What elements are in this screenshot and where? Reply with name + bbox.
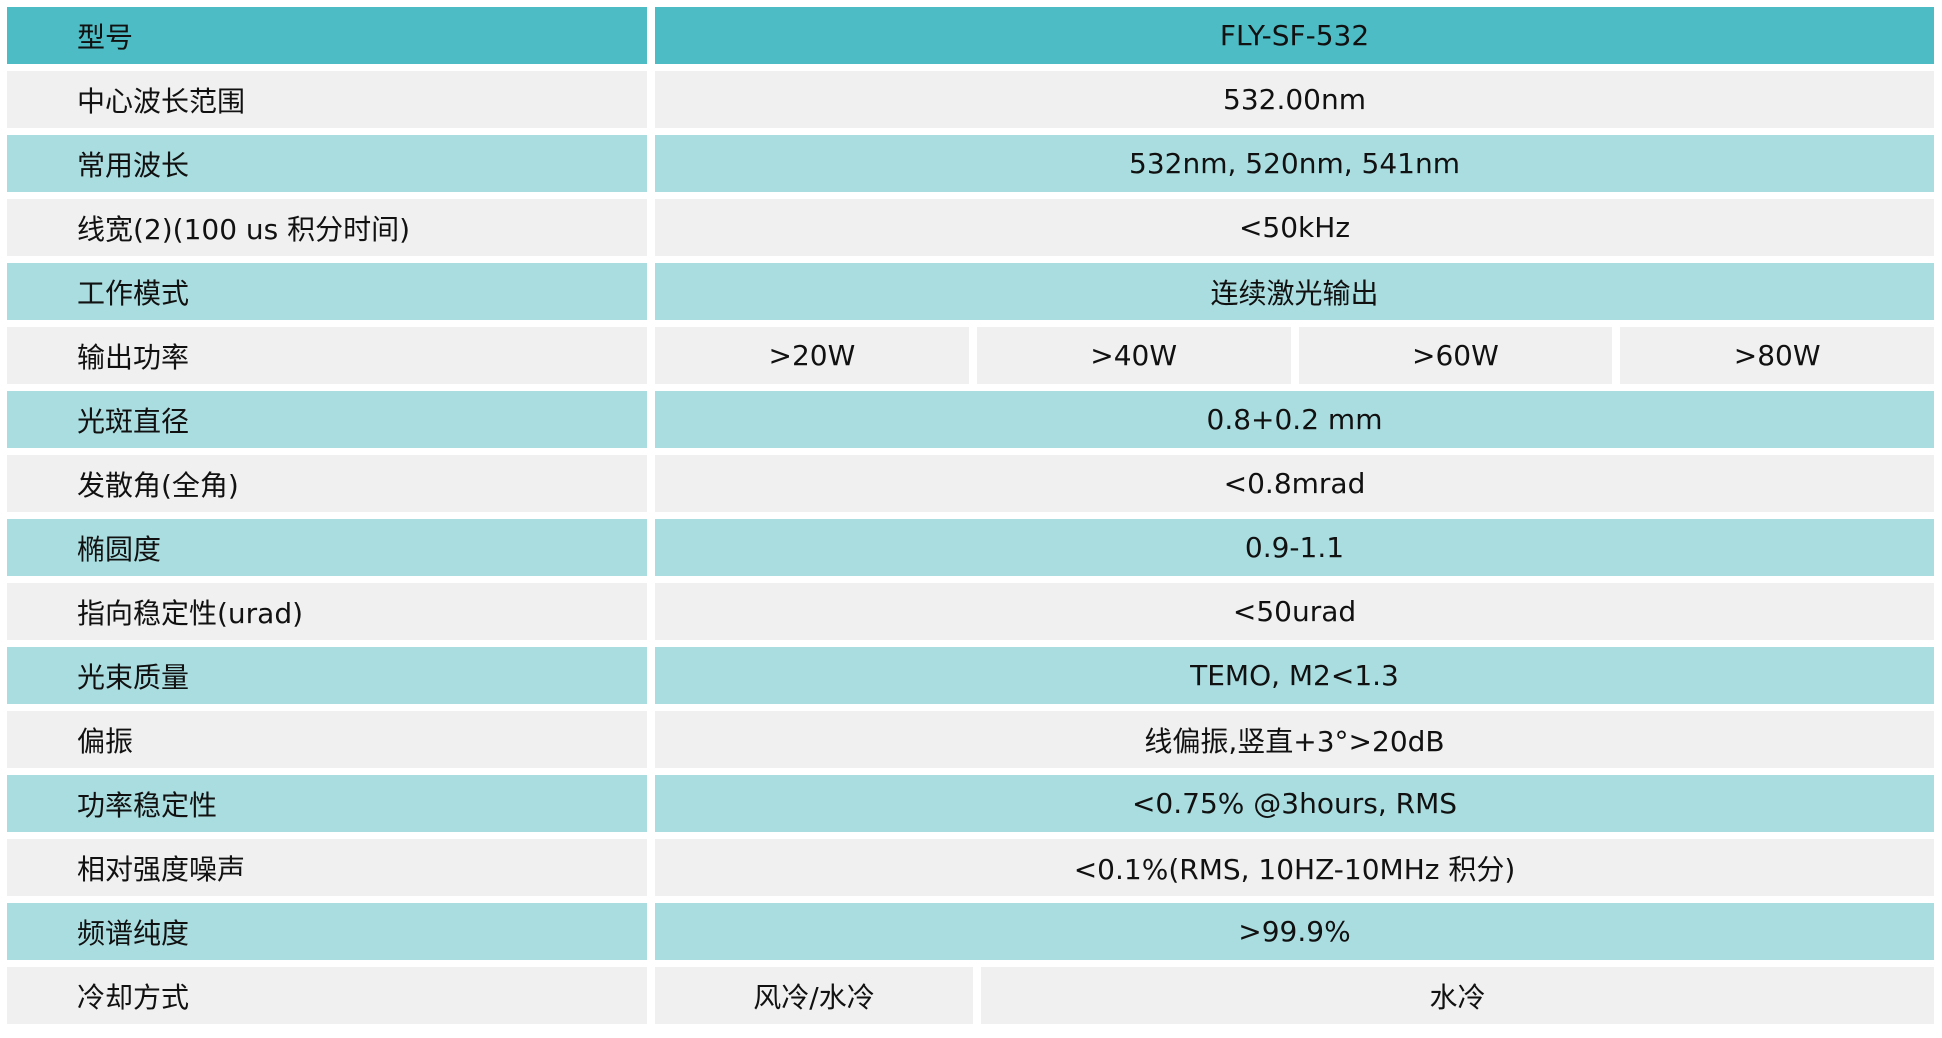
cooling-values: 风冷/水冷 水冷 <box>655 967 1934 1024</box>
power-value: >40W <box>976 327 1291 384</box>
cooling-value: 风冷/水冷 <box>655 967 973 1024</box>
row-label: 偏振 <box>7 711 647 768</box>
header-label: 型号 <box>7 7 647 64</box>
power-value: >20W <box>655 327 969 384</box>
row-label: 常用波长 <box>7 135 647 192</box>
row-value: <0.75% @3hours, RMS <box>655 775 1934 832</box>
row-label: 工作模式 <box>7 263 647 320</box>
row-label: 线宽(2)(100 us 积分时间) <box>7 199 647 256</box>
power-value: >80W <box>1620 327 1934 384</box>
row-value: <50kHz <box>655 199 1934 256</box>
row-value: 532nm, 520nm, 541nm <box>655 135 1934 192</box>
row-value: >99.9% <box>655 903 1934 960</box>
row-label: 发散角(全角) <box>7 455 647 512</box>
row-value: 532.00nm <box>655 71 1934 128</box>
row-value: <0.8mrad <box>655 455 1934 512</box>
row-value: <0.1%(RMS, 10HZ-10MHz 积分) <box>655 839 1934 896</box>
row-label: 功率稳定性 <box>7 775 647 832</box>
row-value: <50urad <box>655 583 1934 640</box>
row-label: 冷却方式 <box>7 967 647 1024</box>
power-value: >60W <box>1298 327 1613 384</box>
row-value: 0.8+0.2 mm <box>655 391 1934 448</box>
row-label: 光斑直径 <box>7 391 647 448</box>
cooling-value: 水冷 <box>981 967 1934 1024</box>
row-label: 指向稳定性(urad) <box>7 583 647 640</box>
row-value: 线偏振,竖直+3°>20dB <box>655 711 1934 768</box>
header-value: FLY-SF-532 <box>655 7 1934 64</box>
row-label: 光束质量 <box>7 647 647 704</box>
row-label: 中心波长范围 <box>7 71 647 128</box>
row-label: 频谱纯度 <box>7 903 647 960</box>
row-label: 输出功率 <box>7 327 647 384</box>
row-label: 椭圆度 <box>7 519 647 576</box>
spec-table: 型号 FLY-SF-532 中心波长范围 532.00nm 常用波长 532nm… <box>7 7 1934 1024</box>
row-value: 连续激光输出 <box>655 263 1934 320</box>
output-power-values: >20W >40W >60W >80W <box>655 327 1934 384</box>
row-value: TEMO, M2<1.3 <box>655 647 1934 704</box>
row-label: 相对强度噪声 <box>7 839 647 896</box>
row-value: 0.9-1.1 <box>655 519 1934 576</box>
